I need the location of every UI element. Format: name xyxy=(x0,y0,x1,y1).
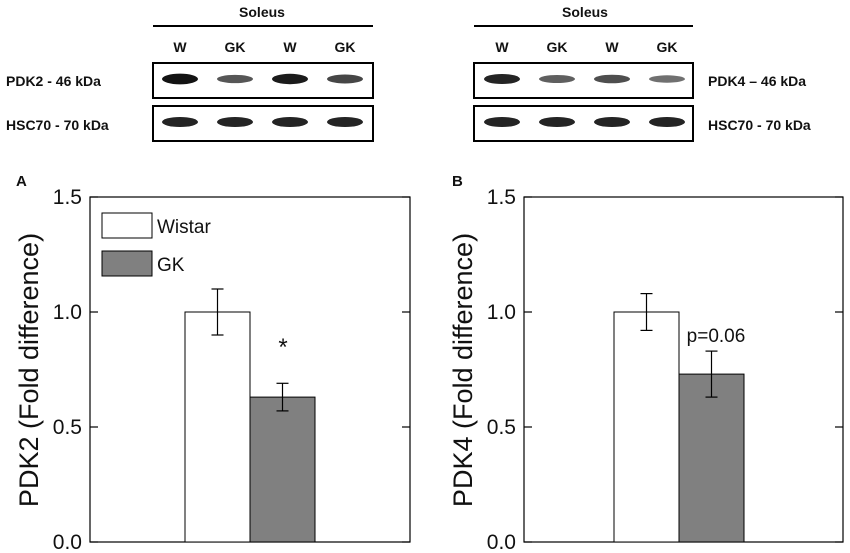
blot-band xyxy=(272,116,308,128)
lane-label: W xyxy=(605,39,619,55)
blot-band xyxy=(484,73,520,85)
blot-band xyxy=(327,74,363,84)
legend-label-gk: GK xyxy=(157,255,185,276)
y-tick-label: 1.5 xyxy=(487,186,516,209)
significance-marker: * xyxy=(278,334,287,361)
blot-title: Soleus xyxy=(562,4,608,20)
blot-band xyxy=(217,116,253,128)
blot-band xyxy=(539,116,575,128)
lane-label: W xyxy=(495,39,509,55)
blot-band xyxy=(217,74,253,84)
legend-label-wistar: Wistar xyxy=(157,217,212,238)
blot-band xyxy=(649,75,685,83)
y-axis-label: PDK4 (Fold difference) xyxy=(448,233,478,507)
blot-row-label: PDK2 - 46 kDa xyxy=(6,73,101,89)
blot-band xyxy=(162,116,198,128)
legend-swatch-wistar xyxy=(101,212,153,239)
blot-band xyxy=(649,116,685,128)
legend-swatch-gk xyxy=(101,250,153,277)
lane-label: GK xyxy=(335,39,356,55)
chart-panel-a: A PDK2 (Fold difference) 0.00.51.01.5 * … xyxy=(14,173,411,553)
legend: Wistar GK xyxy=(101,212,212,277)
blot-title: Soleus xyxy=(239,4,285,20)
blot-row-label: PDK4 – 46 kDa xyxy=(708,73,806,89)
y-tick-label: 1.0 xyxy=(487,301,516,324)
blot-panel-pdk4: Soleus W GK W GK PDK4 – 46 kDa HSC70 - 7… xyxy=(473,4,811,142)
blot-band xyxy=(327,116,363,128)
blot-panel-pdk2: Soleus W GK W GK PDK2 - 46 kDa HSC70 - 7… xyxy=(6,4,374,142)
blot-band xyxy=(272,73,308,85)
bar-gk xyxy=(678,373,745,543)
p-value-annotation: p=0.06 xyxy=(687,326,746,347)
lane-label: GK xyxy=(225,39,246,55)
y-tick-label: 1.0 xyxy=(53,301,82,324)
y-tick-label: 0.0 xyxy=(487,531,516,553)
panel-label: A xyxy=(16,173,27,190)
panel-label: B xyxy=(452,173,463,190)
y-tick-label: 0.5 xyxy=(487,416,516,439)
blot-band xyxy=(484,116,520,128)
y-tick-label: 1.5 xyxy=(53,186,82,209)
lane-label: W xyxy=(283,39,297,55)
blot-band xyxy=(594,74,630,84)
blot-band xyxy=(539,75,575,83)
blot-band xyxy=(162,73,198,85)
bar-gk xyxy=(249,396,316,543)
bar-wistar xyxy=(184,311,251,543)
y-tick-label: 0.0 xyxy=(53,531,82,553)
bar-wistar xyxy=(613,311,680,543)
chart-panel-b: B PDK4 (Fold difference) 0.0 0.5 1.0 1.5 p=… xyxy=(448,173,844,553)
blot-row-label: HSC70 - 70 kDa xyxy=(6,117,109,133)
blot-band xyxy=(594,116,630,128)
lane-label: W xyxy=(173,39,187,55)
lane-label: GK xyxy=(547,39,568,55)
lane-label: GK xyxy=(657,39,678,55)
blot-row-label: HSC70 - 70 kDa xyxy=(708,117,811,133)
y-tick-label: 0.5 xyxy=(53,416,82,439)
y-axis-label: PDK2 (Fold difference) xyxy=(14,233,44,507)
